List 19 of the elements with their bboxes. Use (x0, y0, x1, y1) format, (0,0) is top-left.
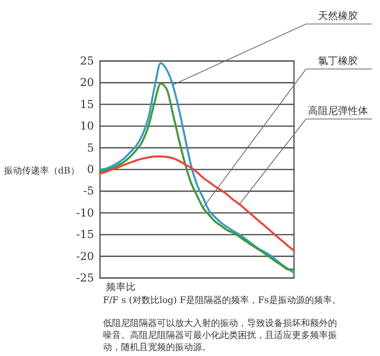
text: 氯丁橡胶 (318, 55, 358, 67)
y-tick-label: -20 (76, 250, 94, 263)
text: F/F s (对数比log) F是阻隔器的频率，Fs是振动源的频率。 (103, 295, 342, 307)
y-axis-title: 振动传递率（dB） (4, 166, 80, 176)
text: 低阻尼阻隔器可以放大入射的振动，导致设备损坏和额外的噪音。高阻尼阻隔器可最小化此类困扰，且适应更多频率振动，随机且宽频的振动源。 (103, 318, 338, 354)
y-tick-label: 25 (80, 54, 94, 68)
y-tick-label: -25 (76, 272, 94, 285)
text: 高阻尼弹性体 (308, 105, 368, 117)
y-tick-label: -10 (76, 206, 94, 220)
x-axis-title: 频率比 (106, 281, 136, 293)
y-tick-label: -5 (83, 184, 94, 198)
y-tick-label: 10 (80, 120, 94, 133)
line-series (99, 155, 295, 252)
y-tick-label: -15 (76, 228, 94, 242)
y-tick-label: 20 (80, 76, 94, 90)
y-tick-label: 5 (87, 141, 94, 154)
text: 天然橡胶 (318, 10, 358, 22)
y-tick-label: 15 (80, 98, 94, 111)
y-tick-label: 0 (87, 163, 94, 176)
